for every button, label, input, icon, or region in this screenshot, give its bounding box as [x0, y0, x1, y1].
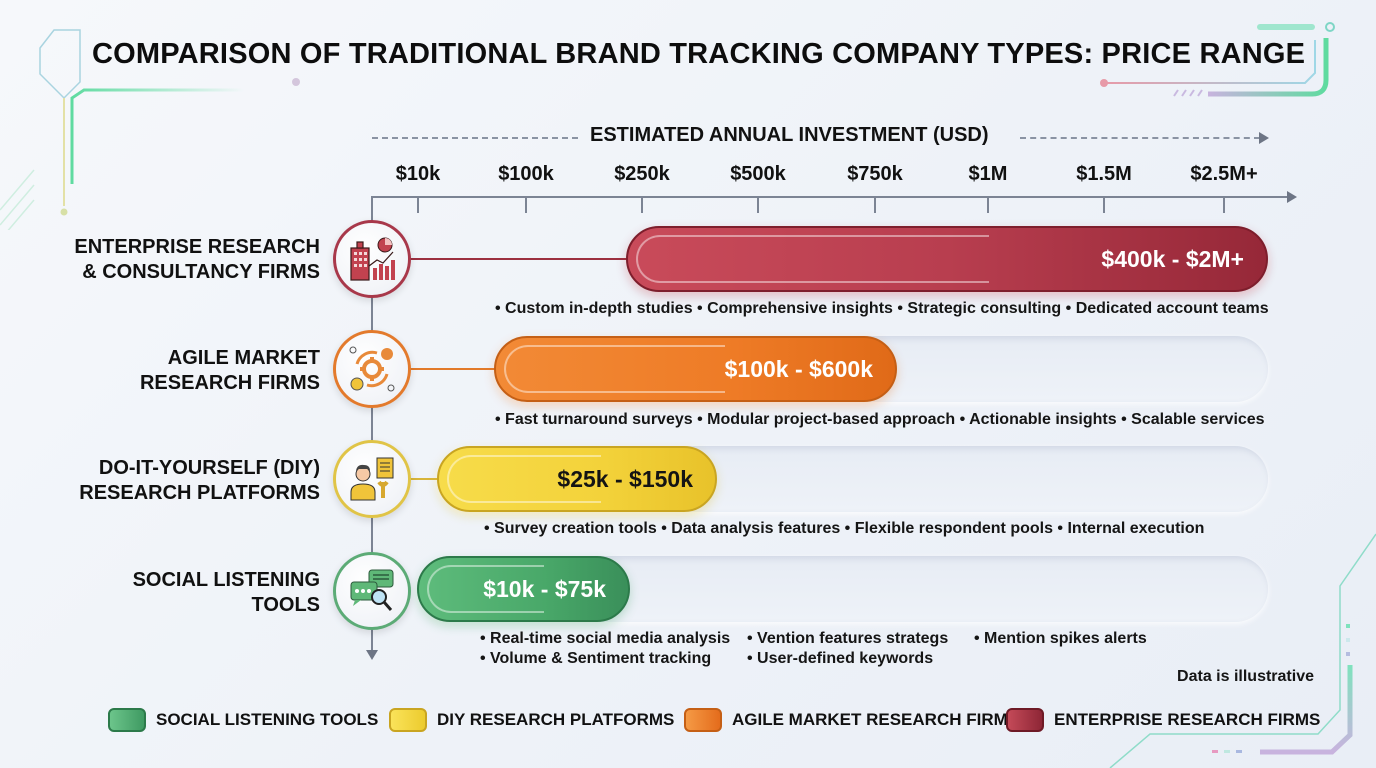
range-label: $100k - $600k: [724, 355, 873, 382]
decor-frame-top-left: [0, 29, 300, 230]
range-bar-agile[interactable]: $100k - $600k: [494, 336, 897, 402]
row-label: DO-IT-YOURSELF (DIY) RESEARCH PLATFORMS: [79, 457, 320, 504]
feature-bullets-col1: • Real-time social media analysis • Volu…: [480, 630, 731, 667]
feature-bullets-col2: • Vention features strategs • User-defin…: [747, 630, 949, 667]
range-label: $10k - $75k: [483, 575, 606, 602]
connector-line: [410, 478, 442, 480]
range-bar-enterprise[interactable]: $400k - $2M+: [626, 226, 1268, 292]
row-label: ENTERPRISE RESEARCH & CONSULTANCY FIRMS: [74, 236, 320, 283]
legend-swatch: [1006, 708, 1044, 732]
feature-bullets-col3: • Mention spikes alerts: [974, 630, 1147, 647]
tick-label: $1M: [968, 163, 1008, 185]
tick-mark: [757, 197, 759, 213]
tick-mark: [1223, 197, 1225, 213]
connector-line: [410, 368, 500, 370]
decor-frame-top-right: [1100, 22, 1335, 97]
feature-bullets: • Fast turnaround surveys • Modular proj…: [495, 411, 1265, 428]
legend-item-agile: AGILE MARKET RESEARCH FIRMS: [684, 708, 1019, 732]
tick-mark: [417, 197, 419, 213]
decor-frame-bottom-right: [1109, 533, 1376, 768]
tick-mark: [641, 197, 643, 213]
tick-label: $500k: [730, 163, 786, 185]
tick-mark: [987, 197, 989, 213]
tick-mark: [874, 197, 876, 213]
range-bar-diy[interactable]: $25k - $150k: [437, 446, 717, 512]
y-axis-arrow-icon: [366, 650, 378, 660]
tick-label: $10k: [395, 163, 441, 185]
legend-swatch: [684, 708, 722, 732]
tick-label: $100k: [498, 163, 554, 185]
y-axis-spine: [371, 197, 373, 652]
legend-item-diy: DIY RESEARCH PLATFORMS: [389, 708, 674, 732]
range-bar-social[interactable]: $10k - $75k: [417, 556, 630, 622]
row-label: AGILE MARKET RESEARCH FIRMS: [139, 347, 320, 394]
legend-item-enterprise: ENTERPRISE RESEARCH FIRMS: [1006, 708, 1320, 732]
tick-label: $1.5M: [1076, 163, 1132, 185]
feature-bullets: • Survey creation tools • Data analysis …: [484, 520, 1205, 537]
tick-label: $750k: [847, 163, 903, 185]
axis-title: ESTIMATED ANNUAL INVESTMENT (USD): [590, 124, 989, 146]
legend-swatch: [389, 708, 427, 732]
x-axis-line: [371, 196, 1289, 198]
axis-title-dash-right: [1020, 137, 1260, 139]
axis-title-dash-left: [372, 137, 578, 139]
data-note: Data is illustrative: [1177, 668, 1314, 685]
legend-swatch: [108, 708, 146, 732]
connector-line: [410, 258, 630, 260]
tick-label: $2.5M+: [1190, 163, 1258, 185]
feature-bullets: • Custom in-depth studies • Comprehensiv…: [495, 300, 1269, 317]
legend-item-social: SOCIAL LISTENING TOOLS: [108, 708, 378, 732]
building-chart-icon: [333, 220, 411, 298]
gear-cycle-icon: [333, 330, 411, 408]
tick-label: $250k: [614, 163, 670, 185]
page-title: COMPARISON OF TRADITIONAL BRAND TRACKING…: [92, 38, 1306, 70]
tick-mark: [525, 197, 527, 213]
tick-mark: [1103, 197, 1105, 213]
person-tools-icon: [333, 440, 411, 518]
range-label: $25k - $150k: [557, 465, 693, 492]
x-axis-arrow-icon: [1287, 191, 1297, 203]
axis-title-arrow-icon: [1259, 132, 1269, 144]
range-label: $400k - $2M+: [1101, 245, 1244, 272]
chat-search-icon: [333, 552, 411, 630]
row-label: SOCIAL LISTENING TOOLS: [132, 569, 320, 616]
